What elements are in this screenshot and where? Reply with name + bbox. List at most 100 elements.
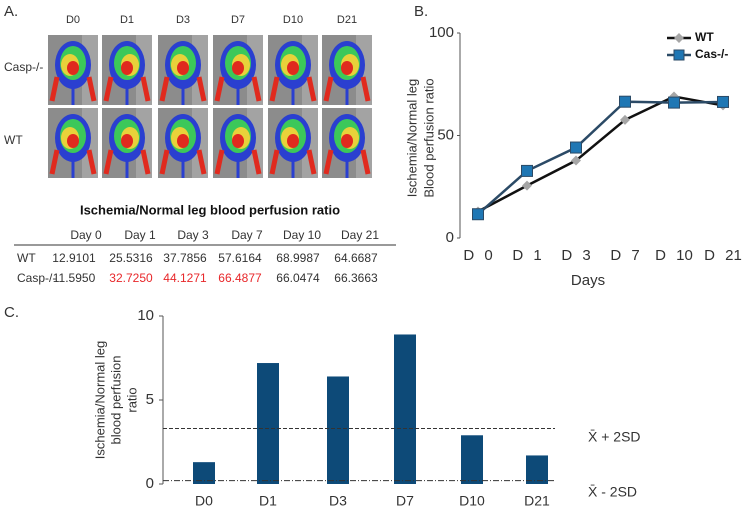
leg-right: [140, 76, 151, 102]
table-header: Day 1: [124, 228, 156, 242]
marker: [717, 95, 729, 108]
perfusion-image: [268, 108, 318, 178]
table-header: Day 7: [231, 228, 263, 242]
x-tick-label: D1: [259, 493, 277, 509]
x-tick-label: D 21: [704, 247, 742, 264]
table-cell: 44.1271: [163, 271, 207, 285]
series-line: [477, 100, 724, 216]
body-red: [177, 61, 189, 75]
leg-right: [86, 76, 97, 102]
x-tick-label: D10: [459, 493, 485, 509]
table-row-name: WT: [17, 251, 36, 265]
x-tick-label: D 0: [463, 247, 492, 264]
legend-label: WT: [695, 30, 714, 44]
bar: [257, 363, 279, 484]
image-column-label: D7: [231, 14, 245, 26]
leg-left: [49, 76, 60, 102]
body-red: [67, 134, 79, 148]
perfusion-image: [268, 35, 318, 105]
bar: [327, 376, 349, 484]
bar: [193, 462, 215, 484]
table-row-name: Casp-/-: [17, 271, 56, 285]
leg-left: [323, 76, 334, 102]
perfusion-image: [102, 35, 152, 105]
table-title: Ischemia/Normal leg blood perfusion rati…: [80, 202, 340, 217]
table-header: Day 21: [341, 228, 379, 242]
body-red: [287, 134, 299, 148]
leg-right: [360, 149, 371, 175]
table-cell: 66.4877: [218, 271, 262, 285]
body-red: [232, 61, 244, 75]
x-tick-label: D21: [524, 493, 550, 509]
panel-label: C.: [4, 304, 19, 321]
image-row-label: Casp-/-: [4, 60, 43, 74]
table-cell: 12.9101: [52, 251, 96, 265]
y-tick-label: 100: [429, 24, 454, 41]
body-red: [121, 134, 133, 148]
panel-label: B.: [414, 3, 428, 20]
body-red: [232, 134, 244, 148]
body-red: [341, 61, 353, 75]
body-red: [67, 61, 79, 75]
legend-label: Cas-/-: [695, 47, 728, 61]
perfusion-image: [213, 108, 263, 178]
body-red: [177, 134, 189, 148]
leg-right: [196, 76, 207, 102]
table-header: Day 0: [70, 228, 102, 242]
image-column-label: D10: [283, 14, 303, 26]
legend-marker: [673, 49, 685, 61]
y-tick-label: 0: [446, 229, 454, 246]
reference-label: X̄ + 2SD: [588, 428, 641, 444]
leg-right: [251, 149, 262, 175]
leg-left: [159, 76, 170, 102]
image-column-label: D21: [337, 14, 357, 26]
image-column-label: D1: [120, 14, 134, 26]
table-cell: 68.9987: [276, 251, 320, 265]
x-tick-label: D 3: [561, 247, 590, 264]
y-tick-label: 50: [437, 126, 454, 143]
leg-left: [49, 149, 60, 175]
marker: [571, 155, 581, 166]
y-axis-label: ratio: [124, 387, 139, 412]
leg-left: [159, 149, 170, 175]
table-cell: 37.7856: [163, 251, 207, 265]
reference-label: X̄ - 2SD: [588, 483, 637, 499]
leg-left: [269, 76, 280, 102]
body-red: [287, 61, 299, 75]
perfusion-image: [48, 108, 98, 178]
leg-right: [360, 76, 371, 102]
x-tick-label: D 7: [610, 247, 639, 264]
marker: [521, 164, 533, 177]
perfusion-image: [102, 108, 152, 178]
body-red: [121, 61, 133, 75]
x-tick-label: D0: [195, 493, 213, 509]
marker: [472, 208, 484, 221]
leg-right: [196, 149, 207, 175]
table-cell: 66.0474: [276, 271, 320, 285]
y-axis-label: blood perfusion: [108, 356, 123, 445]
y-axis-label: Ischemia/Normal leg: [92, 341, 107, 460]
y-tick-label: 0: [146, 475, 154, 492]
y-tick-label: 5: [146, 391, 154, 408]
legend-marker: [674, 33, 684, 43]
panel-label: A.: [4, 3, 18, 20]
image-column-label: D0: [66, 14, 80, 26]
leg-right: [140, 149, 151, 175]
series-line: [477, 95, 724, 213]
leg-left: [214, 76, 225, 102]
leg-left: [269, 149, 280, 175]
image-column-label: D3: [176, 14, 190, 26]
marker: [668, 96, 680, 109]
bar: [461, 435, 483, 484]
leg-right: [306, 76, 317, 102]
table-cell: 66.3663: [334, 271, 378, 285]
y-axis-label: Ischemia/Normal leg: [404, 79, 419, 198]
leg-left: [323, 149, 334, 175]
table-cell: 25.5316: [109, 251, 153, 265]
leg-left: [214, 149, 225, 175]
leg-right: [86, 149, 97, 175]
image-row-label: WT: [4, 133, 23, 147]
perfusion-image: [322, 35, 372, 105]
